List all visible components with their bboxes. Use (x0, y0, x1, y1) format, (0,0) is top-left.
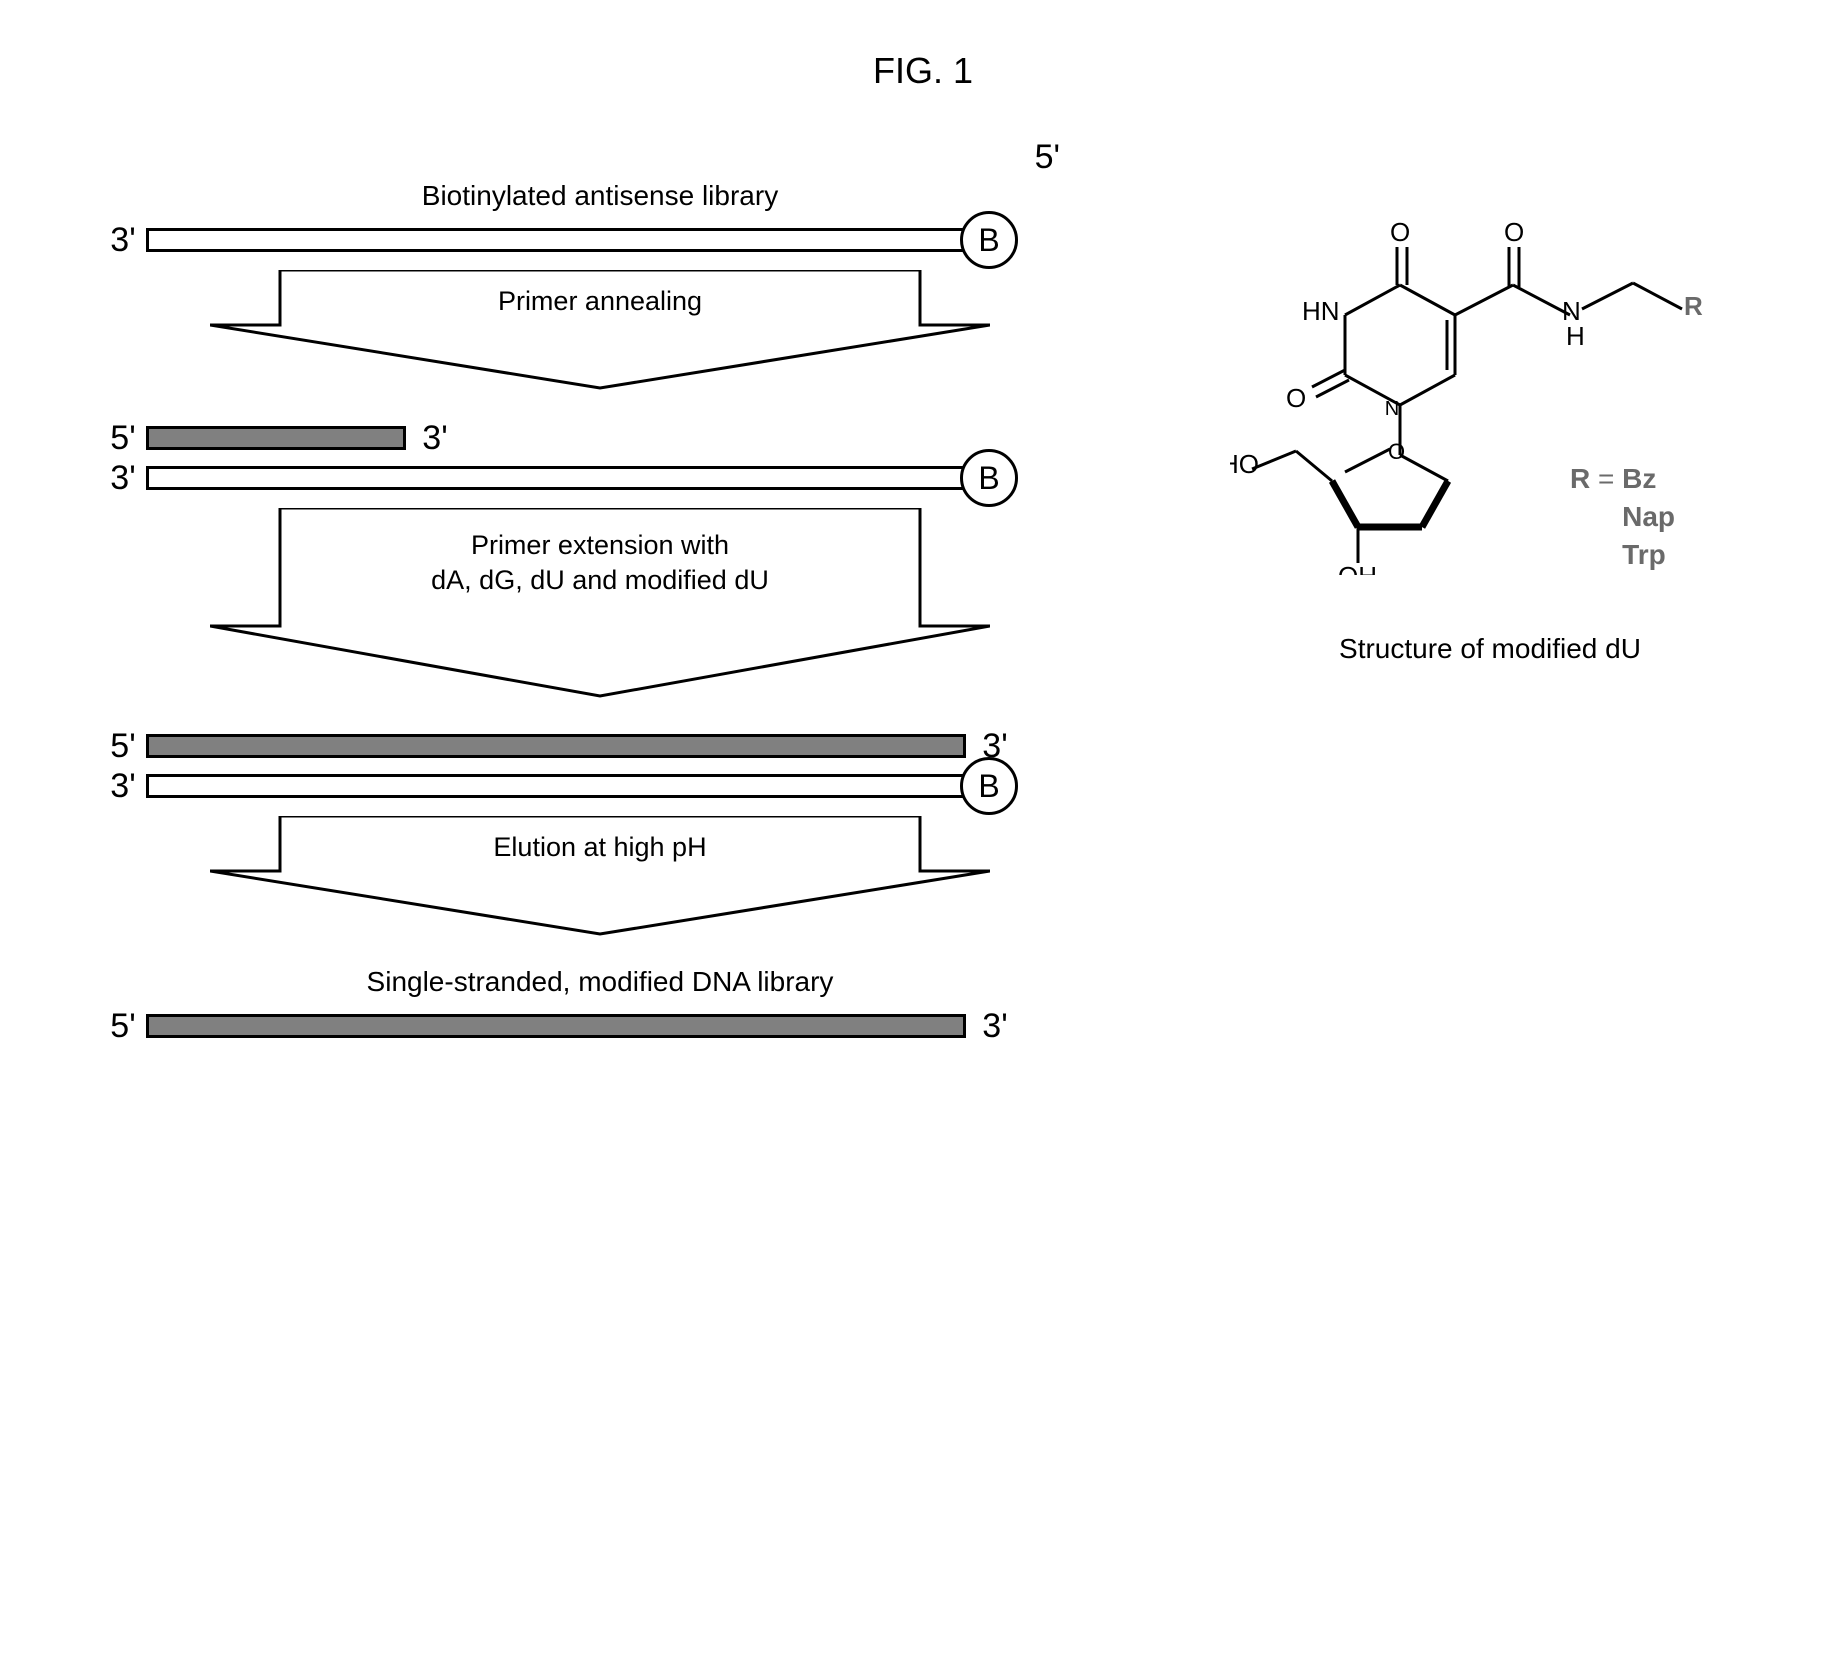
atom-n: N (1385, 398, 1399, 420)
r-equals: = (1598, 463, 1614, 494)
arrow-3-text: Elution at high pH (210, 830, 990, 865)
biotin-marker-3: B (960, 757, 1018, 815)
stage-4-title: Single-stranded, modified DNA library (100, 966, 1100, 998)
stage-4-right: 3' (972, 1007, 1018, 1046)
stage-1-title: Biotinylated antisense library (100, 180, 1100, 212)
extended-strand (146, 734, 966, 758)
figure-title: FIG. 1 (0, 50, 1846, 92)
ss-modified-library (146, 1014, 966, 1038)
atom-oh: OH (1338, 561, 1377, 575)
stage-4-left: 5' (100, 1007, 146, 1046)
arrow-1-text: Primer annealing (210, 284, 990, 319)
arrow-primer-extension: Primer extension with dA, dG, dU and mod… (210, 508, 990, 698)
atom-o3: O (1286, 383, 1306, 413)
r-sub-2: Trp (1622, 539, 1666, 570)
stage-2-top-left: 5' (100, 419, 146, 458)
stage-4: Single-stranded, modified DNA library 5'… (100, 966, 1100, 1044)
template-strand-3 (146, 774, 966, 798)
stage-2-top-right: 3' (412, 419, 458, 458)
atom-hn: HN (1302, 296, 1340, 326)
arrow-2-line1: Primer extension with (471, 530, 729, 560)
template-strand-2 (146, 466, 966, 490)
stage-3-bottom-left: 3' (100, 767, 146, 806)
stage-3: 5' 3' 3' B (100, 728, 1100, 804)
biotin-marker: B (960, 211, 1018, 269)
stage-3-top-left: 5' (100, 727, 146, 766)
stage-1-left-end: 3' (100, 221, 146, 260)
r-label: R (1570, 463, 1590, 494)
arrow-2-line2: dA, dG, dU and modified dU (431, 565, 769, 595)
biotin-marker-2: B (960, 449, 1018, 507)
chemistry-caption: Structure of modified dU (1230, 633, 1750, 665)
stage-2-bottom-left: 3' (100, 459, 146, 498)
atom-h: H (1566, 321, 1585, 351)
arrow-elution: Elution at high pH (210, 816, 990, 936)
arrow-2-text: Primer extension with dA, dG, dU and mod… (210, 528, 990, 598)
r-legend: R = Bz R = Nap R = Trp (1570, 460, 1675, 573)
r-sub-1: Nap (1622, 501, 1675, 532)
chemistry-structure: O O HN O N H N R HO O OH R = Bz R = Nap … (1230, 215, 1750, 665)
r-sub-0: Bz (1622, 463, 1656, 494)
atom-o1: O (1390, 217, 1410, 247)
atom-o-ring: O (1388, 439, 1405, 464)
arrow-primer-annealing: Primer annealing (210, 270, 990, 390)
stage-1-right-end: 5' (1035, 138, 1060, 177)
flowchart: Biotinylated antisense library 5' 3' B P… (100, 180, 1100, 1044)
atom-ho: HO (1230, 449, 1259, 479)
stage-1: Biotinylated antisense library 5' 3' B (100, 180, 1100, 258)
antisense-strand (146, 228, 966, 252)
atom-r: R (1684, 291, 1703, 321)
atom-o2: O (1504, 217, 1524, 247)
stage-2: 5' 3' 3' B (100, 420, 1100, 496)
primer-strand (146, 426, 406, 450)
